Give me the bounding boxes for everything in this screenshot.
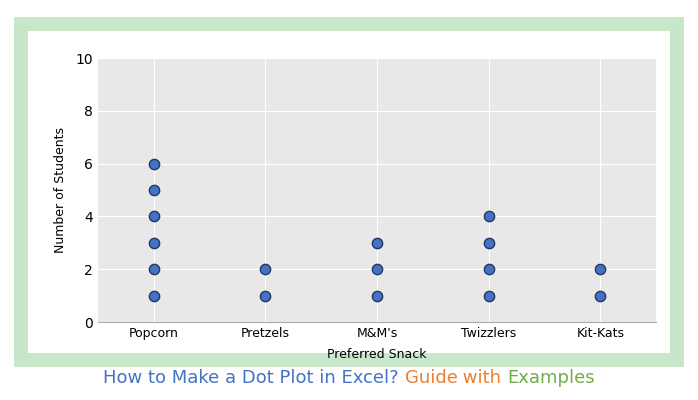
Point bbox=[148, 213, 159, 220]
X-axis label: Preferred Snack: Preferred Snack bbox=[327, 348, 426, 361]
Y-axis label: Number of Students: Number of Students bbox=[54, 127, 67, 253]
Point bbox=[148, 266, 159, 272]
Point bbox=[148, 187, 159, 193]
FancyBboxPatch shape bbox=[21, 24, 677, 360]
Point bbox=[595, 266, 606, 272]
Point bbox=[148, 240, 159, 246]
Point bbox=[371, 266, 383, 272]
Point bbox=[148, 292, 159, 299]
Point bbox=[371, 240, 383, 246]
Text: Guide: Guide bbox=[405, 369, 457, 387]
Text: How to Make a Dot Plot in Excel?: How to Make a Dot Plot in Excel? bbox=[103, 369, 405, 387]
Text: Examples: Examples bbox=[507, 369, 595, 387]
Point bbox=[483, 240, 494, 246]
Point bbox=[371, 292, 383, 299]
Point bbox=[260, 266, 271, 272]
Point bbox=[148, 160, 159, 167]
Point bbox=[260, 292, 271, 299]
Point bbox=[483, 266, 494, 272]
Point bbox=[483, 292, 494, 299]
Point bbox=[595, 292, 606, 299]
Point bbox=[483, 213, 494, 220]
Text: with: with bbox=[457, 369, 507, 387]
